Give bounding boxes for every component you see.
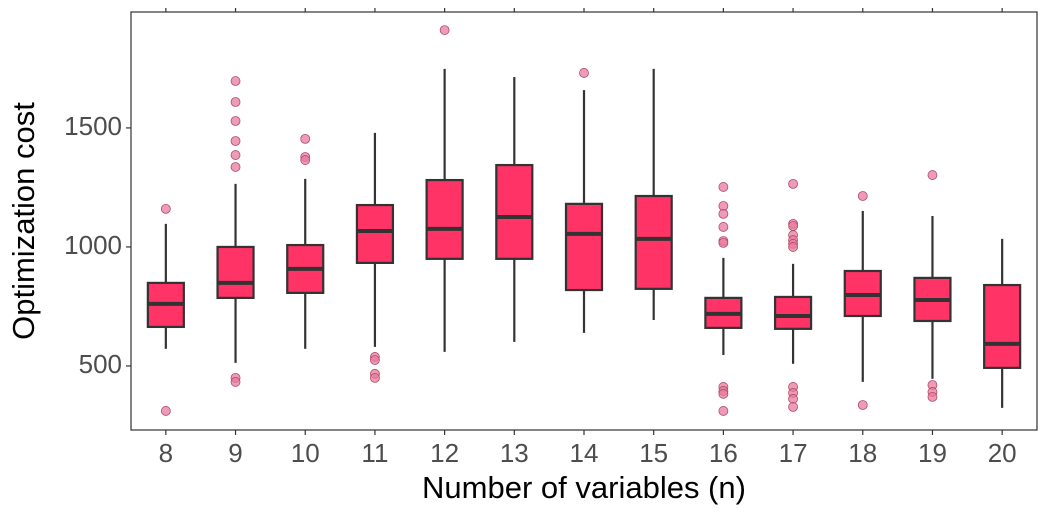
- box: [216, 245, 255, 299]
- outlier: [927, 170, 938, 180]
- outlier: [230, 377, 241, 387]
- outlier: [857, 400, 868, 410]
- outlier: [230, 116, 241, 126]
- outlier: [439, 25, 450, 35]
- y-tick-label: 500: [79, 349, 122, 379]
- y-tick-label: 1000: [64, 230, 122, 260]
- box: [425, 178, 464, 260]
- outlier: [718, 208, 729, 219]
- x-tick-label: 16: [709, 438, 738, 468]
- outlier: [300, 155, 311, 165]
- outlier: [718, 222, 729, 232]
- outlier: [230, 76, 241, 86]
- outlier: [788, 221, 798, 231]
- x-tick-label: 20: [988, 438, 1017, 468]
- outlier: [718, 237, 729, 248]
- x-tick-label: 9: [228, 438, 242, 468]
- x-tick-label: 12: [430, 438, 459, 468]
- outlier: [788, 402, 798, 412]
- outlier: [788, 178, 798, 189]
- box: [564, 202, 604, 292]
- box: [355, 203, 395, 264]
- x-axis-title: Number of variables (n): [422, 470, 746, 505]
- outlier: [718, 406, 729, 416]
- outlier: [718, 182, 729, 192]
- outlier: [230, 162, 241, 172]
- outlier: [300, 133, 311, 144]
- x-tick-label: 11: [361, 438, 388, 468]
- outlier: [788, 393, 798, 404]
- outlier: [370, 355, 380, 365]
- outlier: [927, 392, 938, 402]
- y-axis-title: Optimization cost: [6, 102, 41, 340]
- outlier: [370, 372, 380, 383]
- box: [983, 283, 1022, 369]
- y-tick-label: 1500: [64, 111, 122, 141]
- outlier: [718, 388, 729, 399]
- outlier: [788, 242, 798, 252]
- x-tick-label: 17: [779, 438, 808, 468]
- x-tick-label: 8: [159, 438, 173, 468]
- x-tick-label: 14: [570, 438, 599, 468]
- box: [773, 295, 813, 330]
- outlier: [579, 68, 589, 78]
- x-tick-label: 19: [918, 438, 947, 468]
- outlier: [230, 97, 241, 107]
- outlier: [230, 136, 241, 146]
- x-tick-label: 15: [639, 438, 668, 468]
- outlier: [230, 150, 241, 160]
- outlier: [160, 406, 171, 416]
- x-tick-label: 10: [291, 438, 320, 468]
- box: [634, 194, 673, 290]
- x-tick-label: 13: [500, 438, 529, 468]
- box: [495, 163, 534, 260]
- x-tick-label: 18: [848, 438, 877, 468]
- outlier: [160, 203, 171, 214]
- outlier: [857, 191, 868, 201]
